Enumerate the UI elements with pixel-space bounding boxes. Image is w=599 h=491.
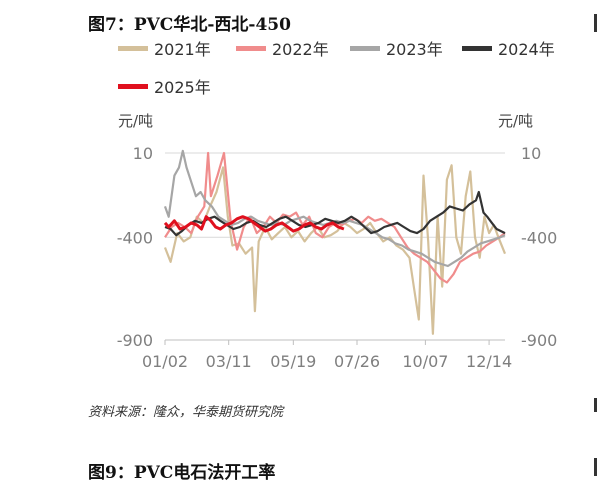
y-axis-unit-left: 元/吨: [118, 112, 154, 130]
x-tick-label: 10/07: [402, 352, 448, 371]
legend-swatch-2022: [236, 45, 266, 51]
series-line-2025: [163, 215, 345, 233]
y-tick-label-right: -900: [521, 331, 557, 350]
legend-item-2022: 2022年: [236, 36, 329, 60]
x-tick-label: 12/14: [466, 352, 512, 371]
x-tick-label: 05/19: [270, 352, 316, 371]
next-figure-title: 图9：PVC电石法开工率: [88, 463, 276, 483]
legend-label-2023: 2023年: [386, 40, 443, 59]
legend-swatch-2021: [118, 45, 148, 51]
legend-label-2022: 2022年: [272, 40, 329, 59]
edge-mark-top: [594, 14, 597, 32]
legend-swatch-2025: [118, 83, 148, 89]
legend-item-2024: 2024年: [462, 36, 555, 60]
legend-item-2023: 2023年: [350, 36, 443, 60]
chart-axes: 10 10 -400 -400 -900 -900 01/02 03/11 05/19 07/26…: [117, 144, 558, 371]
legend-item-2025: 2025年: [118, 74, 211, 98]
x-tick-label: 01/02: [142, 352, 188, 371]
legend-item-2021: 2021年: [118, 36, 211, 60]
x-tick-label: 07/26: [334, 352, 380, 371]
legend-label-2021: 2021年: [154, 40, 211, 59]
edge-mark-mid: [594, 398, 597, 412]
y-axis-unit-right: 元/吨: [498, 112, 534, 130]
legend-swatch-2024: [462, 45, 492, 51]
legend-swatch-2023: [350, 45, 380, 51]
y-tick-label-left: -400: [117, 228, 153, 247]
y-tick-label-left: -900: [117, 331, 153, 350]
y-tick-label-right: -400: [521, 228, 557, 247]
legend-label-2024: 2024年: [498, 40, 555, 59]
source-note: 资料来源：隆众，华泰期货研究院: [88, 405, 284, 420]
y-tick-label-left: 10: [133, 144, 153, 163]
y-tick-label-right: 10: [521, 144, 541, 163]
figure-title: 图7：PVC华北-西北-450: [88, 15, 291, 35]
x-tick-label: 03/11: [206, 352, 252, 371]
series-line-2022: [164, 151, 506, 284]
chart-series-layer: [163, 149, 507, 335]
series-line-2024: [164, 190, 506, 237]
series-line-2021: [163, 164, 507, 335]
edge-mark-bottom: [594, 458, 597, 476]
legend-label-2025: 2025年: [154, 78, 211, 97]
